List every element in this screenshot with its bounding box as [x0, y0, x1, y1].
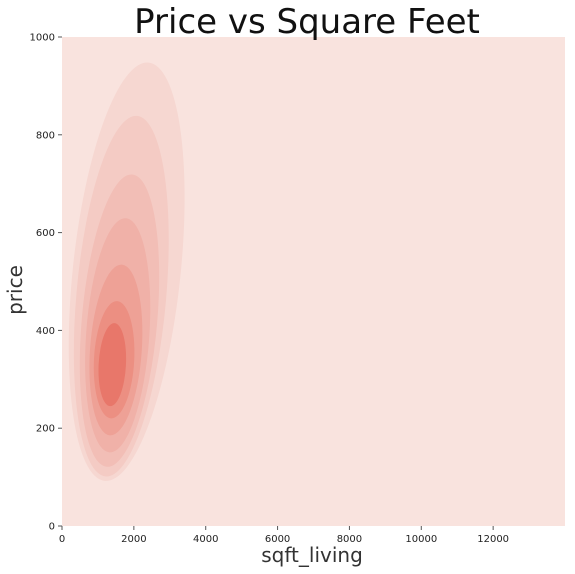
y-tick-label: 200: [36, 424, 55, 435]
x-tick-label: 12000: [477, 534, 509, 545]
x-tick-label: 4000: [193, 534, 218, 545]
x-axis-label: sqft_living: [261, 543, 363, 567]
y-tick-label: 0: [49, 522, 55, 533]
y-tick-label: 600: [36, 228, 55, 239]
y-axis-label: price: [3, 265, 27, 315]
x-tick-label: 0: [59, 534, 65, 545]
chart-title: Price vs Square Feet: [134, 2, 480, 42]
x-tick-label: 10000: [405, 534, 437, 545]
y-axis-ticks: 0 200 400 600 800 1000: [30, 33, 62, 533]
y-tick-label: 1000: [30, 33, 55, 44]
y-tick-label: 400: [36, 326, 55, 337]
y-tick-label: 800: [36, 130, 55, 141]
x-tick-label: 2000: [121, 534, 146, 545]
